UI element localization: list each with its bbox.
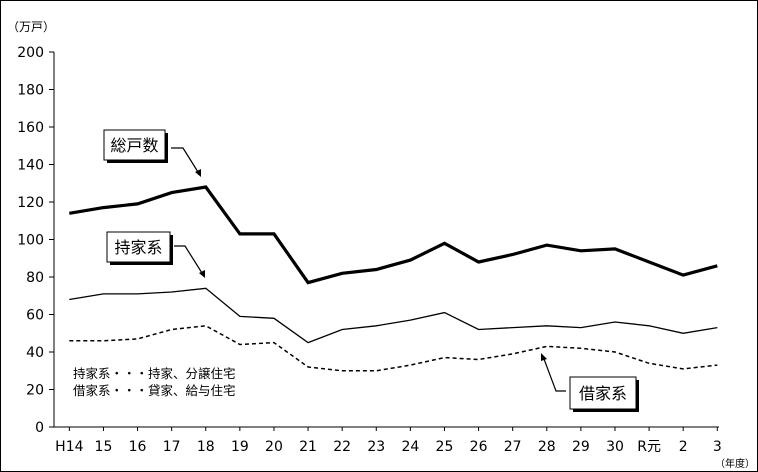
series-lines [69, 185, 718, 372]
x-tick-label: 3 [713, 439, 722, 455]
x-tick-label: 17 [163, 439, 181, 455]
arrow-head [195, 169, 201, 177]
x-tick-label: 26 [470, 439, 488, 455]
arrow-line [174, 245, 203, 274]
x-tick-label: 20 [265, 439, 283, 455]
arrow-total-units [171, 147, 201, 177]
x-tick-label: 29 [572, 439, 590, 455]
x-tick-label: 15 [95, 439, 113, 455]
x-tick-label: 2 [679, 439, 688, 455]
legend-note: 持家系・・・持家、分譲住宅 [73, 366, 236, 381]
series-line-1 [69, 185, 718, 285]
y-tick-label: 160 [17, 120, 44, 136]
y-tick-label: 200 [17, 45, 44, 61]
x-tick-label: 30 [606, 439, 624, 455]
label-text: 総戸数 [110, 136, 158, 155]
arrow-head [199, 270, 205, 278]
arrow-line [543, 358, 566, 392]
x-tick-label: 16 [129, 439, 147, 455]
arrow-owner-occupied [174, 245, 205, 278]
y-tick-label: 80 [26, 270, 44, 286]
x-tick-label: 25 [436, 439, 454, 455]
y-tick-label: 100 [17, 233, 44, 249]
x-tick-label: 19 [231, 439, 249, 455]
y-tick-label: 40 [26, 345, 44, 361]
series-line-2 [69, 287, 718, 344]
x-tick-label: 23 [367, 439, 385, 455]
arrow-rental [541, 353, 566, 392]
x-tick-label: 22 [333, 439, 351, 455]
series-line-3 [69, 325, 718, 372]
label-total-units: 総戸数 [103, 129, 168, 163]
x-unit-label: （年度） [715, 457, 755, 470]
label-owner-occupied: 持家系 [106, 231, 173, 265]
label-rental: 借家系 [569, 376, 639, 412]
label-box [103, 129, 166, 161]
y-tick-label: 180 [17, 83, 44, 99]
y-tick-label: 20 [26, 383, 44, 399]
arrow-line [171, 147, 199, 173]
x-tick-label: 24 [401, 439, 419, 455]
x-tick-label: 18 [197, 439, 215, 455]
x-tick-label: R元 [637, 439, 661, 455]
x-tick-label: H14 [55, 439, 83, 455]
x-tick-label: 21 [299, 439, 317, 455]
legend-note: 借家系・・・貸家、給与住宅 [73, 383, 236, 398]
y-tick-label: 60 [26, 308, 44, 324]
arrow-head [541, 353, 547, 361]
y-unit-label: （万戸） [7, 20, 55, 34]
y-tick-label: 120 [17, 195, 44, 211]
y-tick-label: 0 [35, 420, 44, 436]
label-box [106, 231, 171, 263]
axes: 0 20 40 60 80 100 120 140 160 180 200 （万戸） H14 15 16 17… [7, 20, 755, 470]
label-text: 借家系 [579, 384, 627, 403]
label-box [569, 376, 637, 410]
x-tick-label: 28 [538, 439, 556, 455]
x-tick-label: 27 [504, 439, 522, 455]
y-tick-label: 140 [17, 158, 44, 174]
label-text: 持家系 [114, 238, 162, 257]
